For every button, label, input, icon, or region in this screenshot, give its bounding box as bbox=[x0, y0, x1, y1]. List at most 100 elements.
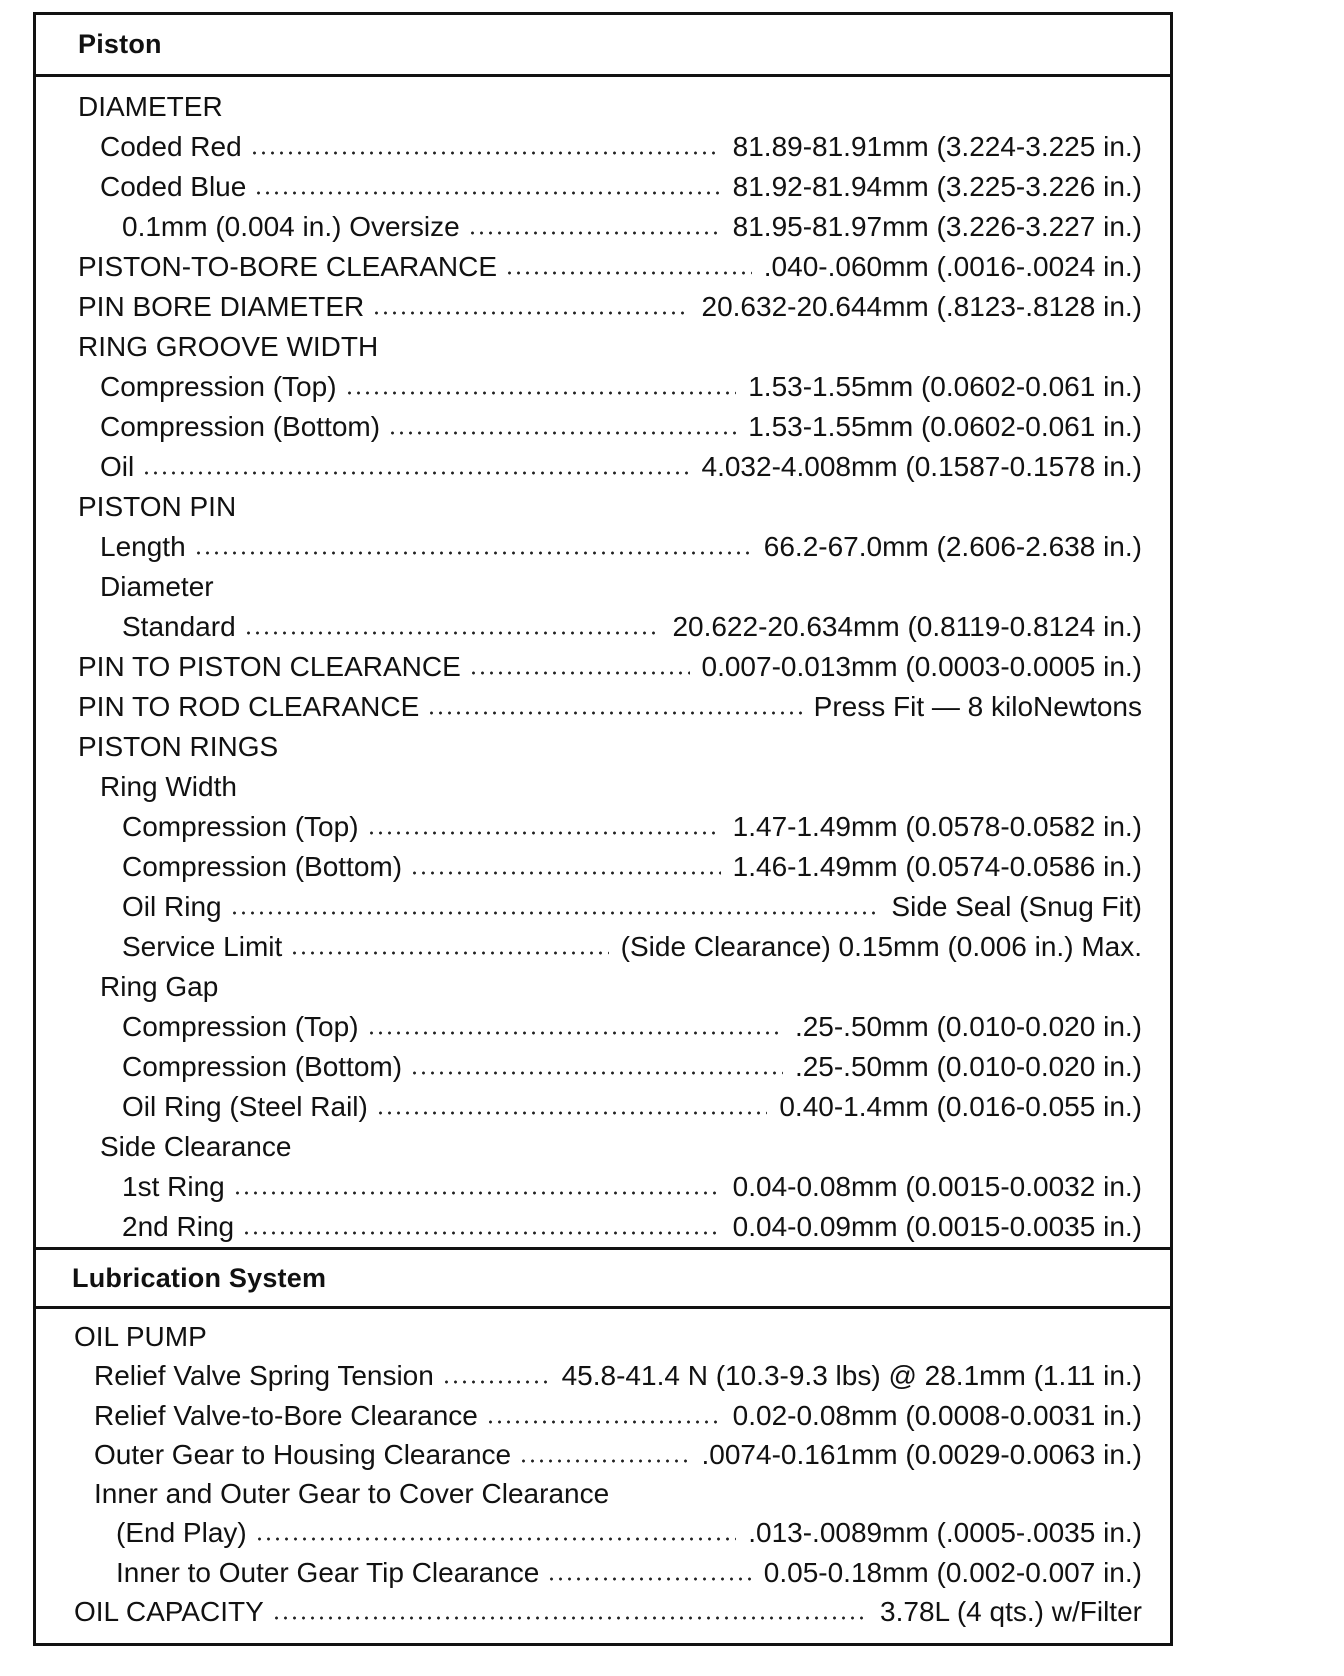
spec-label: (End Play) bbox=[116, 1517, 247, 1549]
spec-label: Service Limit bbox=[122, 931, 283, 962]
spec-group-heading: DIAMETER bbox=[36, 87, 1142, 127]
spec-value: 1.53-1.55mm (0.0602-0.061 in.) bbox=[748, 371, 1142, 402]
spec-label: Oil bbox=[100, 451, 135, 482]
spec-value: 4.032-4.008mm (0.1587-0.1578 in.) bbox=[701, 451, 1143, 482]
spec-label: Length bbox=[100, 531, 186, 562]
spec-label: PIN BORE DIAMETER bbox=[78, 291, 365, 322]
spec-group-heading: PISTON RINGS bbox=[36, 727, 1142, 767]
spec-row: Oil Ring (Steel Rail) 0.40-1.4mm (0.016-0… bbox=[36, 1087, 1142, 1127]
dot-leader bbox=[441, 1379, 550, 1386]
spec-label: Outer Gear to Housing Clearance bbox=[94, 1438, 512, 1470]
spec-value: 45.8-41.4 N (10.3-9.3 lbs) @ 28.1mm (1.1… bbox=[561, 1360, 1142, 1392]
spec-value: 0.04-0.08mm (0.0015-0.0032 in.) bbox=[732, 1171, 1142, 1202]
spec-label: Inner to Outer Gear Tip Clearance bbox=[116, 1556, 540, 1588]
spec-value: 81.92-81.94mm (3.225-3.226 in.) bbox=[732, 171, 1142, 202]
spec-value: 0.40-1.4mm (0.016-0.055 in.) bbox=[779, 1091, 1142, 1122]
dot-leader bbox=[254, 190, 721, 196]
spec-row: PIN BORE DIAMETER 20.632-20.644mm (.8123-… bbox=[36, 287, 1142, 327]
spec-table: Piston DIAMETER Coded Red 81.89-81.91mm (3… bbox=[33, 12, 1173, 1646]
dot-leader bbox=[410, 870, 721, 876]
spec-value: 0.04-0.09mm (0.0015-0.0035 in.) bbox=[732, 1211, 1142, 1242]
spec-value: 81.89-81.91mm (3.224-3.225 in.) bbox=[732, 131, 1142, 162]
spec-row: Compression (Top) .25-.50mm (0.010-0.020 … bbox=[36, 1007, 1142, 1047]
spec-label: Standard bbox=[122, 611, 236, 642]
spec-group-heading: Side Clearance bbox=[36, 1127, 1142, 1167]
dot-leader bbox=[366, 1030, 783, 1036]
dot-leader bbox=[547, 1575, 752, 1582]
spec-row: Relief Valve Spring Tension 45.8-41.4 N (… bbox=[36, 1356, 1142, 1395]
dot-leader bbox=[372, 310, 690, 316]
dot-leader bbox=[242, 1230, 721, 1236]
spec-label: Side Clearance bbox=[100, 1131, 292, 1162]
spec-value: .013-.0089mm (.0005-.0035 in.) bbox=[748, 1517, 1142, 1549]
dot-leader bbox=[427, 710, 802, 716]
spec-value: 0.05-0.18mm (0.002-0.007 in.) bbox=[763, 1556, 1142, 1588]
spec-value: 20.622-20.634mm (0.8119-0.8124 in.) bbox=[672, 611, 1142, 642]
dot-leader bbox=[467, 230, 721, 236]
dot-leader bbox=[375, 1110, 768, 1116]
spec-value: .040-.060mm (.0016-.0024 in.) bbox=[763, 251, 1142, 282]
spec-label: Compression (Top) bbox=[122, 811, 359, 842]
spec-label: OIL PUMP bbox=[74, 1321, 207, 1352]
spec-row: Coded Red 81.89-81.91mm (3.224-3.225 in.) bbox=[36, 127, 1142, 167]
section-header-lubrication: Lubrication System bbox=[36, 1247, 1170, 1309]
spec-label: Compression (Top) bbox=[122, 1011, 359, 1042]
dot-leader bbox=[193, 550, 752, 556]
spec-label: Oil Ring (Steel Rail) bbox=[122, 1091, 368, 1122]
dot-leader bbox=[142, 470, 690, 476]
dot-leader bbox=[519, 1457, 690, 1464]
spec-label: 1st Ring bbox=[122, 1171, 225, 1202]
spec-row: Standard 20.622-20.634mm (0.8119-0.8124 i… bbox=[36, 607, 1142, 647]
spec-row: Inner to Outer Gear Tip Clearance 0.05-0.… bbox=[36, 1553, 1142, 1592]
spec-label: Compression (Top) bbox=[100, 371, 337, 402]
spec-label: DIAMETER bbox=[78, 91, 223, 122]
spec-row: PIN TO PISTON CLEARANCE 0.007-0.013mm (0.… bbox=[36, 647, 1142, 687]
spec-label: 0.1mm (0.004 in.) Oversize bbox=[122, 211, 460, 242]
spec-row: Coded Blue 81.92-81.94mm (3.225-3.226 in.… bbox=[36, 167, 1142, 207]
spec-row: (End Play) .013-.0089mm (.0005-.0035 in.) bbox=[36, 1513, 1142, 1552]
spec-row: OIL CAPACITY 3.78L (4 qts.) w/Filter bbox=[36, 1592, 1142, 1631]
spec-label: Compression (Bottom) bbox=[122, 851, 403, 882]
spec-group-heading: Ring Width bbox=[36, 767, 1142, 807]
spec-group-heading: Ring Gap bbox=[36, 967, 1142, 1007]
spec-label: OIL CAPACITY bbox=[74, 1596, 264, 1628]
spec-group-heading: OIL PUMP bbox=[36, 1317, 1142, 1356]
spec-row: Outer Gear to Housing Clearance .0074-0.1… bbox=[36, 1435, 1142, 1474]
spec-row: Oil Ring Side Seal (Snug Fit) bbox=[36, 887, 1142, 927]
dot-leader bbox=[254, 1536, 737, 1543]
section-header-piston: Piston bbox=[36, 15, 1170, 77]
spec-group-heading: PISTON PIN bbox=[36, 487, 1142, 527]
spec-value: .0074-0.161mm (0.0029-0.0063 in.) bbox=[701, 1438, 1143, 1470]
spec-value: 0.02-0.08mm (0.0008-0.0031 in.) bbox=[732, 1399, 1142, 1431]
spec-label: Ring Gap bbox=[100, 971, 219, 1002]
spec-value: 1.47-1.49mm (0.0578-0.0582 in.) bbox=[732, 811, 1142, 842]
spec-label: PISTON-TO-BORE CLEARANCE bbox=[78, 251, 498, 282]
spec-label: Compression (Bottom) bbox=[100, 411, 381, 442]
spec-group-heading: RING GROOVE WIDTH bbox=[36, 327, 1142, 367]
dot-leader bbox=[505, 270, 752, 276]
spec-value: Side Seal (Snug Fit) bbox=[891, 891, 1142, 922]
spec-value: 81.95-81.97mm (3.226-3.227 in.) bbox=[732, 211, 1142, 242]
dot-leader bbox=[249, 150, 721, 156]
spec-value: Press Fit — 8 kiloNewtons bbox=[813, 691, 1142, 722]
spec-value: 0.007-0.013mm (0.0003-0.0005 in.) bbox=[701, 651, 1143, 682]
spec-row: Oil 4.032-4.008mm (0.1587-0.1578 in.) bbox=[36, 447, 1142, 487]
spec-value: .25-.50mm (0.010-0.020 in.) bbox=[794, 1051, 1142, 1082]
spec-value: .25-.50mm (0.010-0.020 in.) bbox=[794, 1011, 1142, 1042]
spec-label: Coded Blue bbox=[100, 171, 247, 202]
spec-value: 3.78L (4 qts.) w/Filter bbox=[880, 1596, 1142, 1628]
spec-label: Coded Red bbox=[100, 131, 242, 162]
spec-row: Compression (Top) 1.47-1.49mm (0.0578-0.0… bbox=[36, 807, 1142, 847]
spec-row: Compression (Bottom) 1.53-1.55mm (0.0602-… bbox=[36, 407, 1142, 447]
dot-leader bbox=[366, 830, 721, 836]
dot-leader bbox=[410, 1070, 783, 1076]
spec-group-heading: Inner and Outer Gear to Cover Clearance bbox=[36, 1474, 1142, 1513]
dot-leader bbox=[388, 430, 737, 436]
section-body-piston: DIAMETER Coded Red 81.89-81.91mm (3.224-3.… bbox=[36, 77, 1170, 1247]
spec-label: PIN TO PISTON CLEARANCE bbox=[78, 651, 461, 682]
spec-row: Length 66.2-67.0mm (2.606-2.638 in.) bbox=[36, 527, 1142, 567]
dot-leader bbox=[229, 910, 880, 916]
spec-label: PISTON RINGS bbox=[78, 731, 279, 762]
spec-row: 2nd Ring 0.04-0.09mm (0.0015-0.0035 in.) bbox=[36, 1207, 1142, 1247]
spec-label: Oil Ring bbox=[122, 891, 222, 922]
